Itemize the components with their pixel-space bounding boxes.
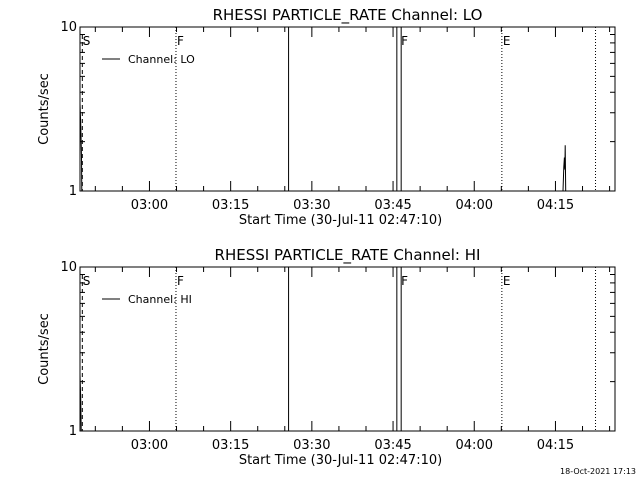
flag-label-hi: F [177,274,184,288]
x-tick-label-hi: 03:45 [374,438,411,453]
x-tick-label-hi: 03:30 [293,438,330,453]
y-tick-label-hi: 10 [60,260,77,275]
footer-timestamp: 18-Oct-2021 17:13 [560,467,636,476]
x-tick-label-hi: 03:15 [212,438,249,453]
y-axis-label-hi: Counts/sec [37,313,52,385]
flag-label-hi: E [503,274,511,288]
y-axis-label-lo: Counts/sec [37,73,52,145]
flag-label-hi: F [401,274,408,288]
chart-title-lo: RHESSI PARTICLE_RATE Channel: LO [213,6,483,25]
x-tick-label-hi: 04:00 [456,438,493,453]
data-series-line-lo [79,103,567,192]
y-tick-label-lo: 1 [69,184,77,199]
legend-label-lo: Channel: LO [128,53,195,66]
x-tick-label-hi: 03:00 [131,438,168,453]
x-axis-label-hi: Start Time (30-Jul-11 02:47:10) [239,453,442,468]
y-tick-label-hi: 1 [69,424,77,439]
plot-frame-hi [79,266,616,432]
flag-label-hi: S [83,274,91,288]
x-tick-label-lo: 03:45 [374,198,411,213]
chart-title-hi: RHESSI PARTICLE_RATE Channel: HI [215,246,481,265]
x-tick-label-lo: 04:00 [456,198,493,213]
x-tick-label-hi: 04:15 [537,438,574,453]
plot-frame-lo [79,26,616,192]
x-tick-label-lo: 03:15 [212,198,249,213]
legend-label-hi: Channel: HI [128,293,192,306]
x-tick-label-lo: 03:00 [131,198,168,213]
flag-label-lo: F [177,34,184,48]
flag-label-lo: F [401,34,408,48]
x-tick-label-lo: 03:30 [293,198,330,213]
flag-label-lo: S [83,34,91,48]
flag-label-lo: E [503,34,511,48]
data-series-line-hi [79,374,82,432]
x-axis-label-lo: Start Time (30-Jul-11 02:47:10) [239,213,442,228]
y-tick-label-lo: 10 [60,20,77,35]
x-tick-label-lo: 04:15 [537,198,574,213]
